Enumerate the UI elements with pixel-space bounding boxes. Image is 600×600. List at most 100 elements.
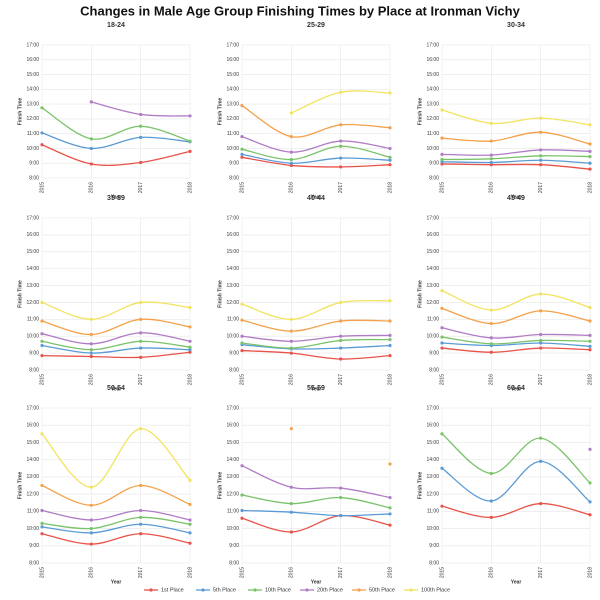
y-tick-label: 12:00 xyxy=(26,300,39,306)
x-tick-label: 2015 xyxy=(39,374,45,385)
data-point xyxy=(588,500,592,504)
series-line xyxy=(41,301,191,320)
series-line xyxy=(41,509,191,521)
series-line xyxy=(41,107,191,142)
y-tick-label: 17:00 xyxy=(426,405,439,411)
series-line xyxy=(41,516,191,530)
x-tick-label: 2018 xyxy=(587,374,593,385)
x-axis-label: Year xyxy=(511,579,522,585)
data-point xyxy=(289,530,293,534)
data-point xyxy=(339,357,343,361)
data-point xyxy=(489,321,493,326)
panel-title: 25-29 xyxy=(307,22,325,29)
y-axis-label: Finish Time xyxy=(17,471,23,499)
y-axis-label: Finish Time xyxy=(217,471,223,499)
legend-marker xyxy=(253,588,257,592)
data-point xyxy=(440,306,444,310)
y-tick-label: 15:00 xyxy=(26,440,39,446)
data-point xyxy=(489,157,493,161)
y-tick-label: 8:00 xyxy=(29,560,39,566)
data-point xyxy=(440,108,444,112)
series-line xyxy=(441,336,591,345)
data-point xyxy=(489,160,493,165)
x-axis-label: Year xyxy=(311,386,322,392)
data-point xyxy=(539,130,543,134)
series-line xyxy=(241,299,391,320)
data-point xyxy=(489,121,493,125)
series-line xyxy=(241,145,391,161)
data-point xyxy=(240,493,244,497)
y-tick-label: 14:00 xyxy=(426,87,439,93)
data-point xyxy=(89,354,93,359)
data-point xyxy=(588,319,592,323)
data-point xyxy=(588,305,592,310)
y-tick-label: 14:00 xyxy=(226,266,239,272)
data-point xyxy=(588,142,592,146)
y-tick-label: 11:00 xyxy=(427,131,439,137)
y-tick-label: 15:00 xyxy=(226,440,239,446)
legend-label: 20th Place xyxy=(317,587,343,593)
data-point xyxy=(89,100,93,104)
y-tick-label: 8:00 xyxy=(429,367,439,373)
data-point xyxy=(40,343,44,348)
y-axis-label: Finish Time xyxy=(17,97,23,125)
data-point xyxy=(188,325,192,329)
data-point xyxy=(588,123,592,127)
data-point xyxy=(539,459,543,463)
data-point xyxy=(539,341,543,345)
data-point xyxy=(388,343,392,348)
series-line xyxy=(441,159,591,164)
data-point xyxy=(388,354,392,358)
data-point xyxy=(489,515,493,519)
data-point xyxy=(188,478,192,482)
y-tick-label: 10:00 xyxy=(226,526,239,532)
data-point xyxy=(289,161,293,165)
data-point xyxy=(339,165,343,169)
y-tick-label: 11:00 xyxy=(27,317,39,323)
y-tick-label: 11:00 xyxy=(227,509,239,515)
x-tick-label: 2017 xyxy=(138,374,144,385)
data-point xyxy=(89,351,93,355)
series-line xyxy=(41,318,191,336)
y-tick-label: 10:00 xyxy=(226,146,239,152)
y-tick-label: 8:00 xyxy=(229,560,239,566)
data-point xyxy=(40,106,44,110)
y-tick-label: 10:00 xyxy=(426,334,439,340)
series-line xyxy=(241,344,391,350)
x-tick-label: 2018 xyxy=(587,567,593,578)
data-point xyxy=(388,462,392,466)
data-point xyxy=(240,508,244,513)
y-tick-label: 14:00 xyxy=(26,266,39,272)
data-point xyxy=(289,111,293,115)
y-tick-label: 14:00 xyxy=(226,87,239,93)
y-axis-label: Finish Time xyxy=(417,97,423,125)
y-tick-label: 13:00 xyxy=(426,474,439,480)
y-tick-label: 11:00 xyxy=(427,317,439,323)
y-tick-label: 16:00 xyxy=(226,232,239,238)
data-point xyxy=(240,152,244,156)
x-axis-label: Year xyxy=(111,386,122,392)
series-line xyxy=(441,342,591,348)
data-point xyxy=(388,333,392,337)
x-tick-label: 2015 xyxy=(39,567,45,578)
y-tick-label: 15:00 xyxy=(226,72,239,78)
y-tick-label: 10:00 xyxy=(226,334,239,340)
data-point xyxy=(588,339,592,343)
data-point xyxy=(40,532,44,536)
data-point xyxy=(40,354,44,358)
x-tick-label: 2018 xyxy=(187,567,193,578)
y-tick-label: 9:00 xyxy=(429,543,439,549)
data-point xyxy=(339,514,343,518)
data-point xyxy=(139,532,143,536)
series-line xyxy=(241,105,391,138)
data-point xyxy=(188,345,192,349)
data-point xyxy=(89,332,93,337)
x-tick-label: 2016 xyxy=(289,182,295,193)
series-line xyxy=(441,327,591,339)
x-tick-label: 2016 xyxy=(289,374,295,385)
y-axis-label: Finish Time xyxy=(217,97,223,125)
x-tick-label: 2016 xyxy=(489,567,495,578)
y-tick-label: 17:00 xyxy=(226,42,239,48)
data-point xyxy=(388,523,392,527)
y-tick-label: 16:00 xyxy=(26,423,39,429)
